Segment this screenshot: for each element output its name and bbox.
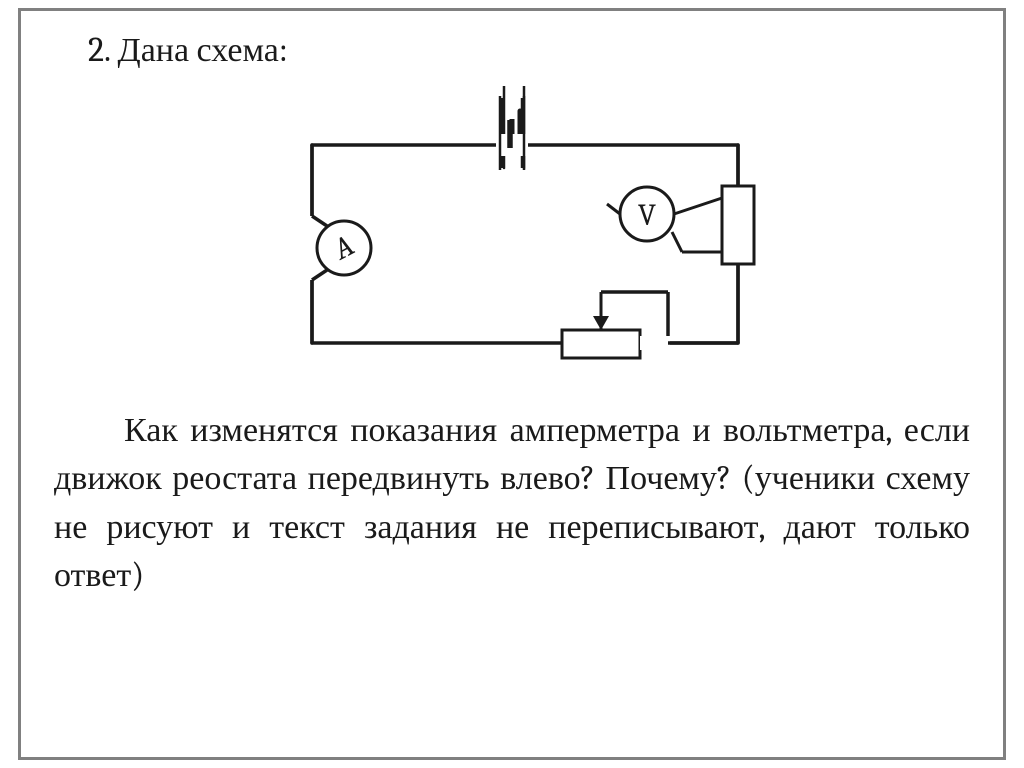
circuit-diagram: A — [212, 86, 812, 376]
question-text: Как изменятся показания амперметра и вол… — [54, 406, 970, 599]
voltmeter-label: V — [638, 198, 656, 233]
problem-title: 2. Дана схема: — [88, 30, 970, 70]
circuit-svg: A — [212, 86, 812, 376]
circuit-container: A — [54, 86, 970, 376]
content-area: 2. Дана схема: — [18, 8, 1006, 760]
